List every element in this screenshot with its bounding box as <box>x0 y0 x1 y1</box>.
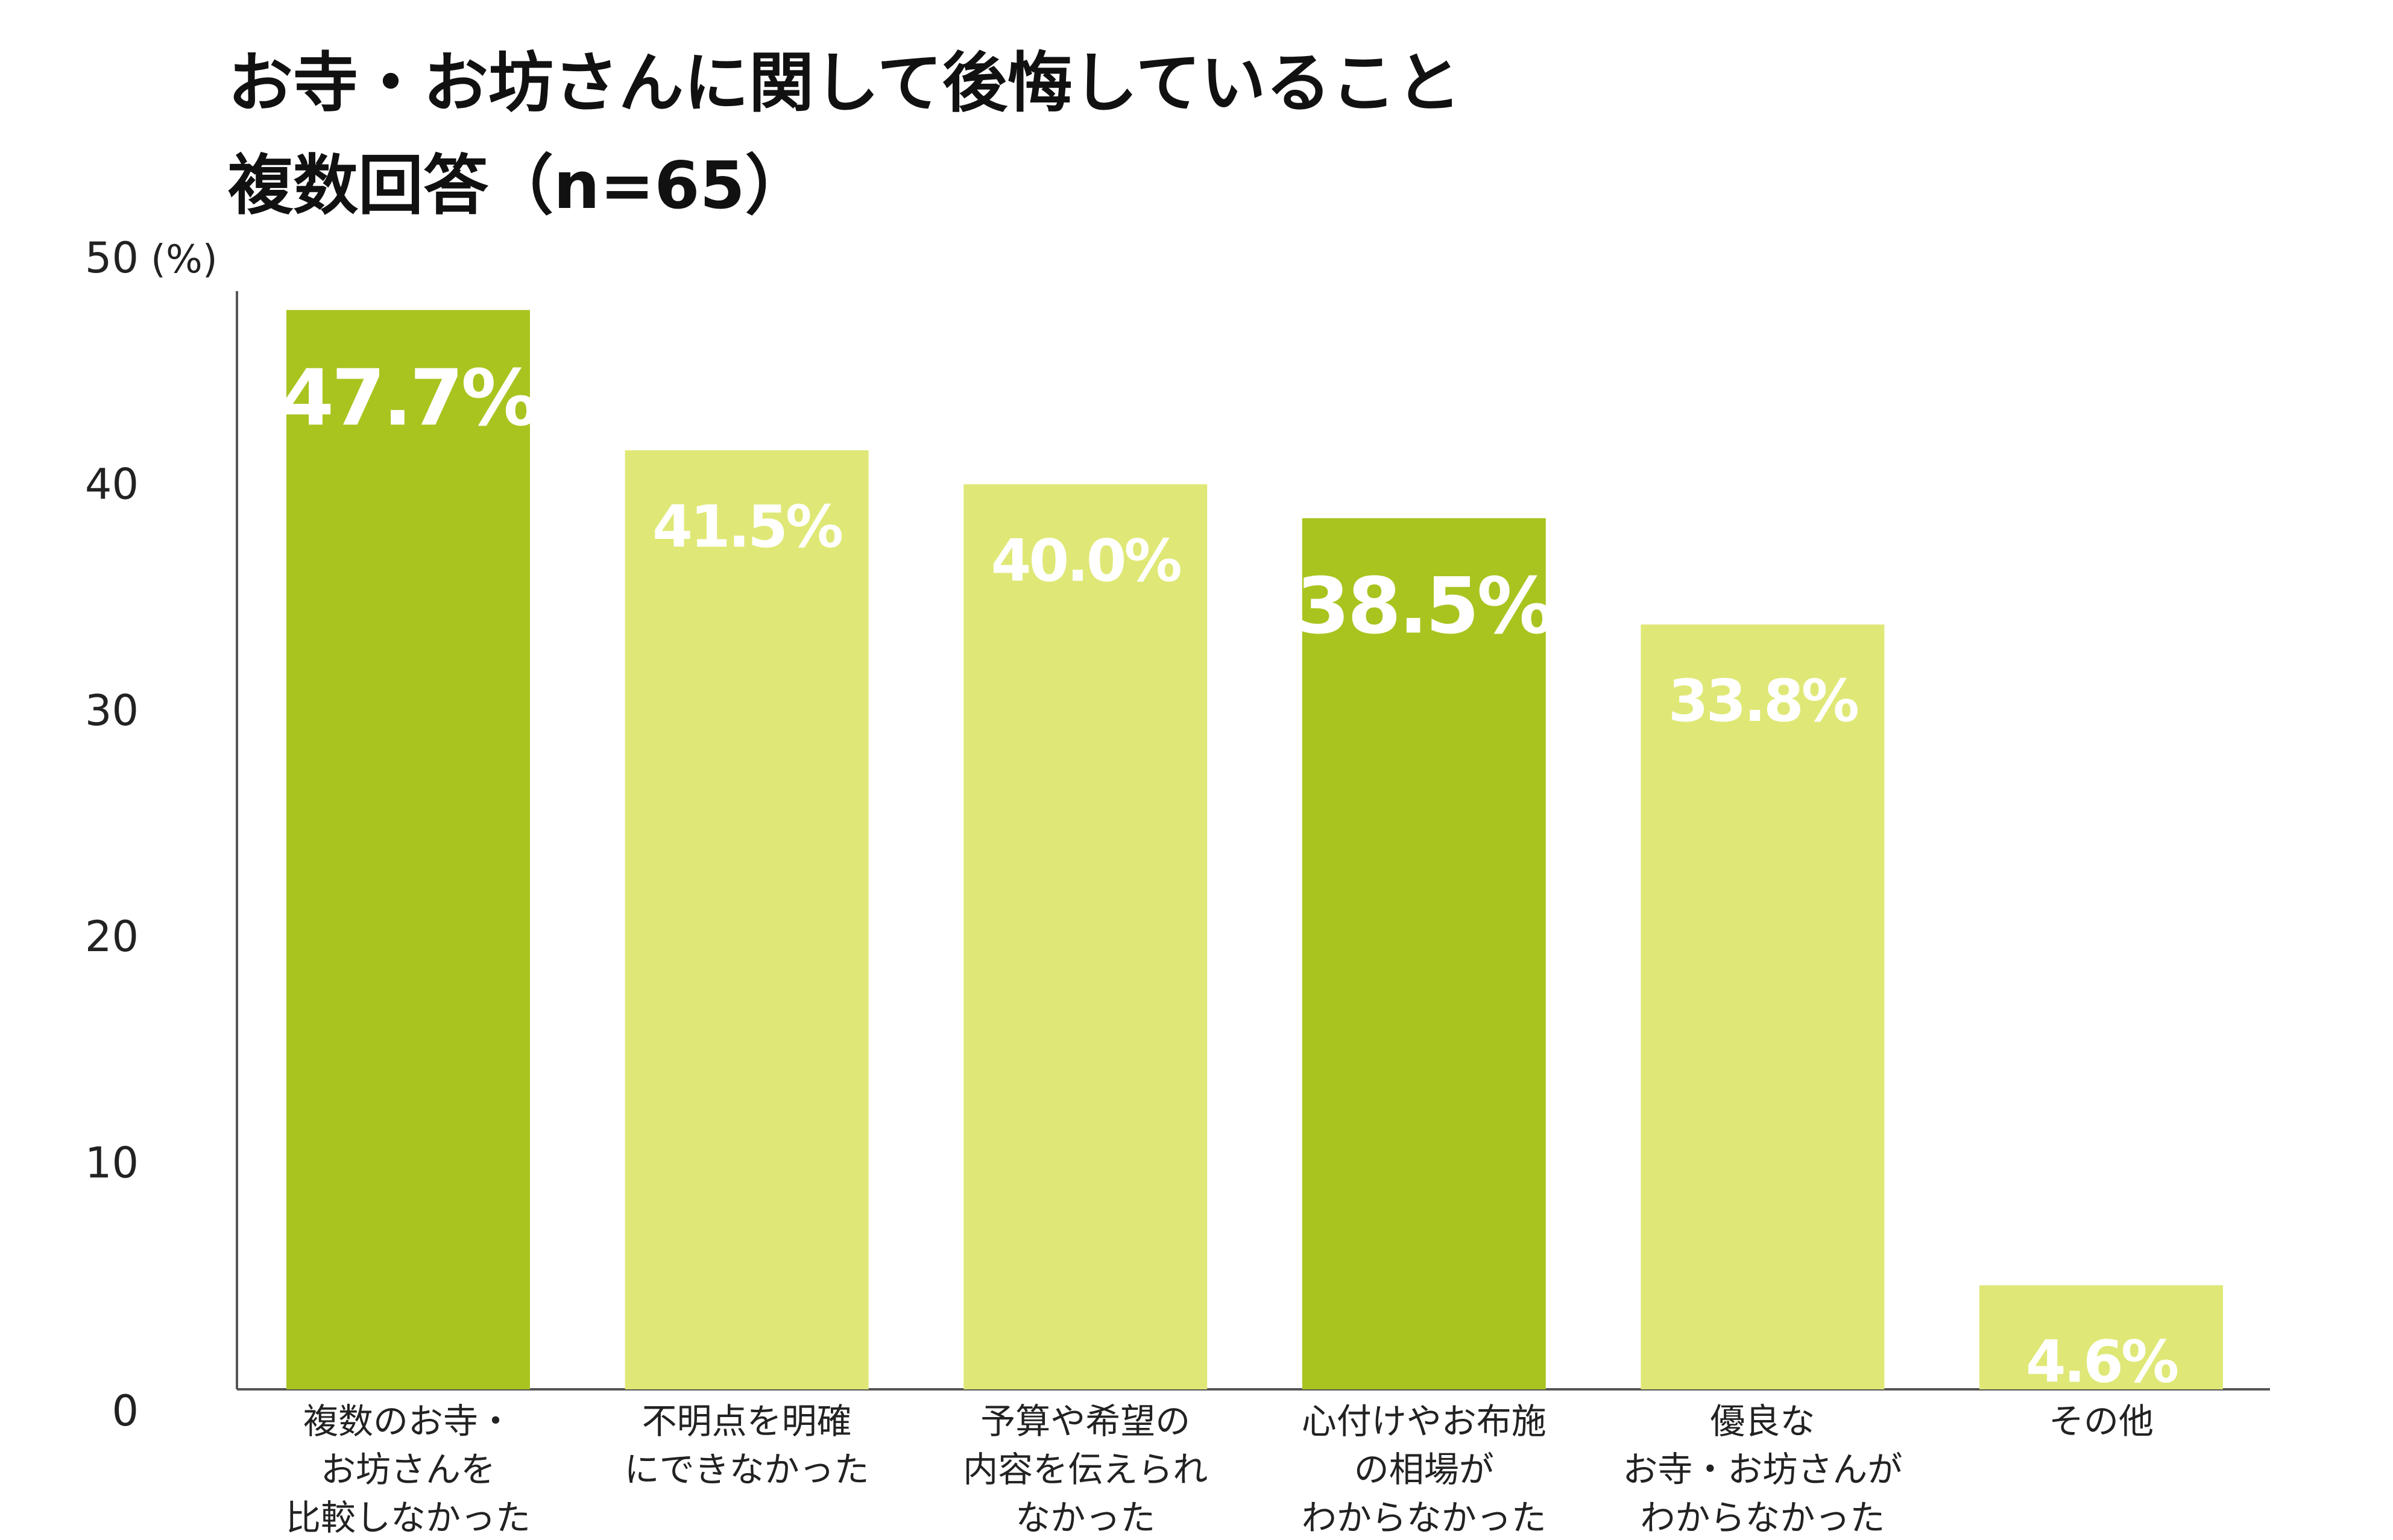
bar <box>1979 1285 2223 1389</box>
x-category-label: その他 <box>2049 1401 2154 1442</box>
x-category-label: 優良なお寺・お坊さんがわからなかった <box>1622 1401 1902 1538</box>
chart-title-line-2: 複数回答（n=65） <box>228 148 810 224</box>
bar <box>286 310 530 1389</box>
y-tick-label: 40 <box>85 459 139 509</box>
x-category-label: 予算や希望の内容を伝えられなかった <box>963 1401 1208 1538</box>
bar-value-label: 47.7% <box>280 353 537 443</box>
bar <box>963 484 1208 1389</box>
x-category-label: 不明点を明確にできなかった <box>625 1401 869 1490</box>
y-tick-label: 10 <box>85 1139 139 1188</box>
y-tick-label: 30 <box>85 686 139 735</box>
x-category-label: 心付けやお布施の相場がわからなかった <box>1302 1401 1546 1538</box>
bar-value-label: 41.5% <box>652 493 842 561</box>
y-axis: 0 10 20 30 40 50 (%) <box>85 233 2270 1436</box>
chart-title-line-1: お寺・お坊さんに関して後悔していること <box>228 46 1461 121</box>
bar-value-label: 33.8% <box>1668 667 1858 735</box>
y-axis-unit-label: (%) <box>151 237 218 282</box>
value-labels: 47.7% 41.5% 40.0% 38.5% 33.8% 4.6% <box>280 353 2180 1395</box>
chart-title: お寺・お坊さんに関して後悔していること 複数回答（n=65） <box>228 46 1461 224</box>
bar-value-label: 4.6% <box>2026 1328 2178 1395</box>
y-tick-label: 20 <box>85 912 139 961</box>
category-labels: 複数のお寺・お坊さんを比較しなかった 不明点を明確にできなかった 予算や希望の内容を… <box>286 1401 2154 1538</box>
bar-value-label: 40.0% <box>991 527 1181 594</box>
bars <box>286 310 2223 1390</box>
bar <box>625 450 869 1389</box>
bar-value-label: 38.5% <box>1296 562 1553 652</box>
y-tick-label: 0 <box>112 1386 139 1436</box>
y-tick-label: 50 <box>85 233 139 283</box>
bar <box>1641 624 1885 1389</box>
bar <box>1302 518 1546 1390</box>
x-category-label: 複数のお寺・お坊さんを比較しなかった <box>286 1401 531 1538</box>
